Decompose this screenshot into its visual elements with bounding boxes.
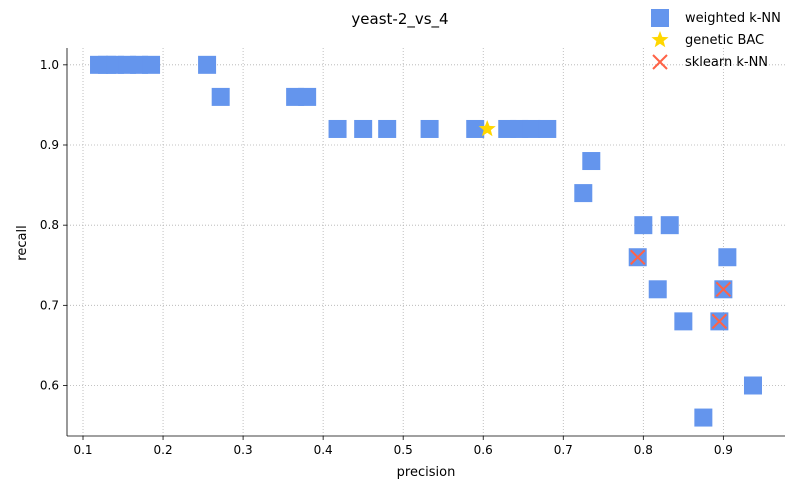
x-marker	[715, 281, 732, 298]
y-tick-label: 0.9	[40, 138, 59, 152]
axes: 0.1 0.2 0.3 0.4 0.5 0.6 0.7 0.8 0.9 0.6 0.7 0.8 0.9 1…	[40, 48, 785, 457]
x-marker	[630, 249, 646, 265]
square-marker	[378, 119, 397, 138]
star-marker	[478, 119, 496, 137]
legend-marker	[652, 54, 668, 70]
square-marker	[354, 119, 373, 138]
x-tick-label: 0.4	[314, 443, 333, 457]
square-marker	[538, 119, 557, 138]
x-marker	[711, 313, 728, 330]
x-tick-label: 0.6	[474, 443, 493, 457]
x-tick-label: 0.5	[394, 443, 413, 457]
legend-label: sklearn k-NN	[685, 55, 768, 70]
square-marker	[634, 216, 653, 235]
square-marker	[211, 87, 230, 106]
y-tick-label: 0.6	[40, 378, 59, 392]
chart-title: yeast-2_vs_4	[351, 10, 448, 29]
legend-label: genetic BAC	[685, 33, 764, 48]
legend-marker	[651, 31, 669, 48]
square-marker	[718, 248, 737, 267]
y-tick-label: 1.0	[40, 58, 59, 72]
data-marks	[90, 55, 762, 427]
x-tick-label: 0.7	[554, 443, 573, 457]
grid-lines	[67, 48, 785, 436]
square-marker	[694, 408, 713, 427]
x-tick-label: 0.8	[634, 443, 653, 457]
square-marker	[743, 376, 762, 395]
square-marker	[574, 184, 593, 203]
x-axis-label: precision	[397, 465, 456, 480]
x-tick-label: 0.9	[714, 443, 733, 457]
square-marker	[674, 312, 693, 331]
square-marker	[660, 216, 679, 235]
square-marker	[198, 55, 217, 74]
square-marker	[522, 119, 541, 138]
x-tick-label: 0.2	[154, 443, 173, 457]
x-tick-label: 0.1	[73, 443, 92, 457]
square-marker	[466, 119, 485, 138]
square-marker	[142, 55, 161, 74]
square-marker	[582, 152, 601, 171]
legend: weighted k-NN genetic BAC sklearn k-NN	[651, 9, 781, 70]
square-marker	[420, 119, 439, 138]
x-tick-label: 0.3	[234, 443, 253, 457]
legend-marker	[651, 9, 669, 27]
square-marker	[328, 119, 347, 138]
square-marker	[298, 87, 317, 106]
y-tick-label: 0.7	[40, 298, 59, 312]
y-axis-label: recall	[15, 225, 30, 260]
y-tick-label: 0.8	[40, 218, 59, 232]
square-marker	[648, 280, 667, 299]
legend-label: weighted k-NN	[685, 11, 781, 26]
